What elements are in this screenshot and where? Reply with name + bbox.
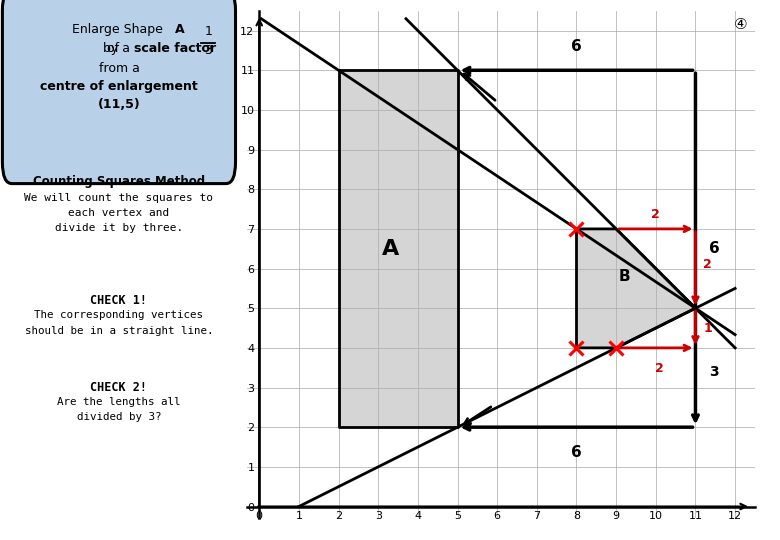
Text: CHECK 1!: CHECK 1!: [90, 294, 147, 307]
Text: The corresponding vertices: The corresponding vertices: [34, 310, 204, 321]
Text: Enlarge Shape: Enlarge Shape: [72, 23, 166, 36]
Polygon shape: [576, 229, 696, 348]
Text: scale factor: scale factor: [134, 42, 217, 55]
Text: centre of enlargement: centre of enlargement: [40, 80, 198, 93]
Text: each vertex and: each vertex and: [69, 208, 169, 218]
Text: We will count the squares to: We will count the squares to: [24, 193, 214, 203]
Text: divide it by three.: divide it by three.: [55, 223, 183, 233]
Text: 3: 3: [709, 364, 719, 379]
Text: CHECK 2!: CHECK 2!: [90, 381, 147, 394]
Text: ④: ④: [733, 17, 747, 32]
Text: of: of: [103, 42, 119, 55]
Text: Counting Squares Method: Counting Squares Method: [33, 176, 205, 188]
Text: 2: 2: [651, 208, 660, 221]
Text: should be in a straight line.: should be in a straight line.: [25, 326, 213, 336]
Text: A: A: [175, 23, 185, 36]
Text: B: B: [619, 269, 630, 284]
Text: 2: 2: [655, 362, 664, 375]
Polygon shape: [339, 70, 458, 427]
FancyBboxPatch shape: [2, 0, 236, 184]
Text: by a: by a: [104, 42, 134, 55]
Text: 1: 1: [204, 25, 212, 38]
Text: 3: 3: [204, 44, 212, 57]
Text: 6: 6: [571, 39, 582, 55]
Text: 1: 1: [704, 321, 712, 335]
Text: from a: from a: [98, 62, 140, 75]
Text: 2: 2: [704, 258, 712, 271]
Text: (11,5): (11,5): [98, 98, 140, 111]
Text: divided by 3?: divided by 3?: [76, 412, 161, 422]
Text: Are the lengths all: Are the lengths all: [57, 397, 181, 407]
Text: A: A: [381, 239, 399, 259]
Text: 6: 6: [709, 241, 720, 256]
Text: 6: 6: [571, 445, 582, 460]
